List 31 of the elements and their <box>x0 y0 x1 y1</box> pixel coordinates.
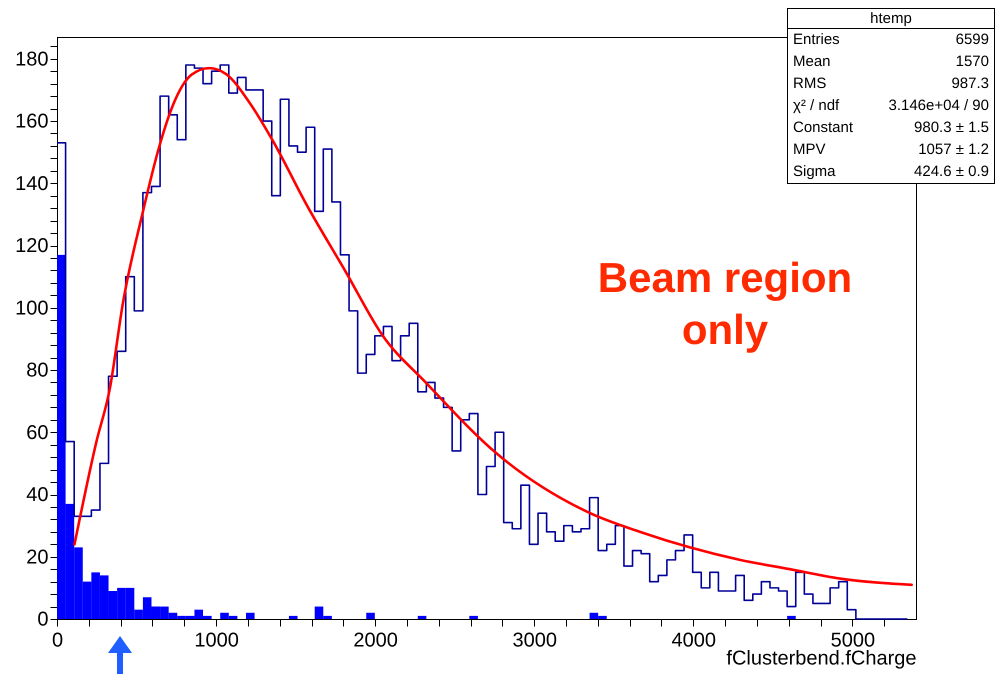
annotation: MPV <box>793 140 826 160</box>
y-tick-label: 180 <box>15 48 48 70</box>
text: 1570 <box>956 52 989 72</box>
y-tick-label: 60 <box>26 422 48 444</box>
y-tick-label: 40 <box>26 484 48 506</box>
y-tick-label: 160 <box>15 110 48 133</box>
text: 987.3 <box>951 74 989 94</box>
y-tick-label: 0 <box>37 608 48 630</box>
y-tick-label: 80 <box>26 360 48 382</box>
annotation: Entries <box>793 30 840 50</box>
annotation: χ² / ndf <box>793 96 840 116</box>
x-tick-label: 1000 <box>194 630 239 652</box>
annotation: Constant <box>793 118 854 138</box>
annotation: Beam region only <box>596 253 854 355</box>
annotation: 980.3 ± 1.5 <box>914 118 989 138</box>
text: 1057 ± 1.2 <box>918 140 989 160</box>
x-tick-label: 0 <box>52 630 64 652</box>
x-tick-label: 4000 <box>672 630 716 652</box>
annotation: 424.6 ± 0.9 <box>914 162 989 182</box>
y-tick-label: 100 <box>15 297 48 320</box>
y-tick-label: 140 <box>15 172 48 195</box>
x-tick-label: 3000 <box>512 630 557 652</box>
y-tick-label: 20 <box>26 546 48 568</box>
annotation: RMS <box>793 74 826 94</box>
annotation: 3.146e+04 / 90 <box>888 96 989 116</box>
x-tick-label: 2000 <box>353 630 398 652</box>
y-tick-label: 120 <box>15 235 48 258</box>
annotation: Sigma <box>793 162 836 182</box>
text: 6599 <box>956 30 989 50</box>
text: htemp <box>788 9 994 29</box>
annotation: Mean <box>793 52 831 72</box>
